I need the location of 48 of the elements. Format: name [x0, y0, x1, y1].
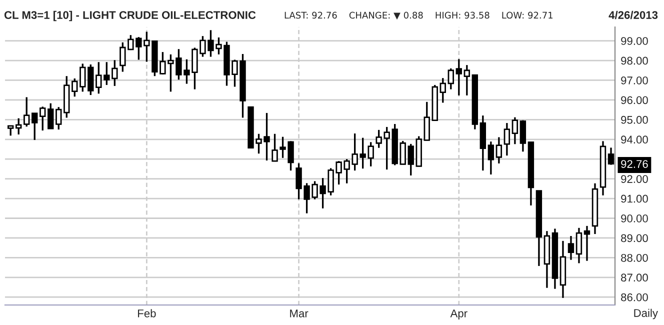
- x-tick-label: Feb: [138, 309, 156, 318]
- candlestick: [584, 225, 590, 262]
- text: Daily: [634, 308, 658, 320]
- candlestick: [376, 129, 382, 149]
- candlestick: [32, 112, 38, 141]
- x-tick-label: Apr: [450, 310, 468, 320]
- y-tick-label: 97.00: [621, 76, 648, 84]
- candlestick: [72, 78, 78, 98]
- y-tick-label: 89.00: [621, 234, 648, 242]
- y-tick-label: 94.00: [621, 136, 648, 144]
- candlestick: [56, 106, 62, 130]
- y-tick-label: 87.00: [621, 274, 648, 282]
- y-tick-label: 86.00: [621, 293, 648, 302]
- y-tick-label: 99.00: [621, 37, 648, 45]
- y-tick-label: 96.00: [621, 96, 648, 104]
- candlestick: [440, 77, 446, 104]
- candlestick: [40, 106, 46, 132]
- candlestick: [8, 125, 14, 136]
- chart-title: CL M3=1 [10] - LIGHT CRUDE OIL-ELECTRONIC: [4, 10, 256, 22]
- candlestick: [424, 101, 430, 142]
- candlestick: [80, 62, 86, 93]
- y-tick-label: 88.00: [621, 254, 648, 262]
- candlestick: [448, 68, 454, 90]
- candlestick: [576, 227, 582, 264]
- candlestick: [48, 102, 54, 130]
- candlestick: [568, 235, 574, 261]
- candlestick: [400, 140, 406, 166]
- chart-subtitle: LAST: 92.76 CHANGE: ▼ 0.88 HIGH: 93.58 LOW: 92.71: [284, 12, 553, 20]
- candlestick: [488, 140, 494, 176]
- y-tick-label: 90.00: [621, 214, 648, 222]
- candlestick: [384, 126, 390, 170]
- text: 4/26/2013: [608, 10, 658, 20]
- candlestick: [408, 143, 414, 176]
- y-tick-label: 92.00: [621, 175, 648, 183]
- y-tick-label: 92.76: [621, 160, 648, 168]
- candlestick: [608, 146, 614, 166]
- candlestick: [456, 58, 462, 96]
- candlestick: [464, 64, 470, 96]
- candlestick: [504, 122, 510, 156]
- candlestick: [24, 96, 30, 128]
- y-tick-label: 95.00: [621, 116, 648, 124]
- x-tick-label: Mar: [290, 310, 308, 318]
- y-tick-label: 91.00: [621, 194, 648, 203]
- candlestick: [16, 117, 22, 136]
- candlestick: [496, 136, 502, 164]
- candlestick: [512, 116, 518, 145]
- candlestick: [520, 119, 526, 152]
- y-tick-label: 98.00: [621, 56, 648, 65]
